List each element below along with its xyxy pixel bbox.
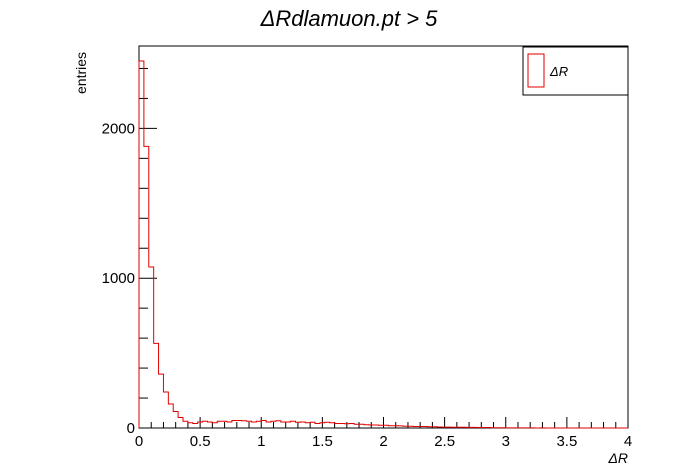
x-tick-label: 0 [135,433,143,450]
legend: ΔR [522,46,629,96]
y-tick-label: 0 [127,420,135,437]
x-tick-label: 4 [624,433,632,450]
y-axis-tick-labels: 0 1000 2000 [102,120,135,437]
plot-frame [138,45,629,429]
legend-swatch [527,53,545,88]
x-tick-label: 0.5 [190,433,211,450]
legend-label-delta-r: ΔR [549,64,568,79]
x-tick-label: 2 [379,433,387,450]
x-axis-tick-labels: 0 0.5 1 1.5 2 2.5 3 3.5 4 [135,433,632,450]
x-tick-label: 1.5 [312,433,333,450]
x-tick-label: 3.5 [556,433,577,450]
x-tick-label: 3 [502,433,510,450]
y-tick-label: 2000 [102,120,135,137]
chart-title: ΔRdlamuon.pt > 5 [260,6,439,31]
y-tick-label: 1000 [102,270,135,287]
x-axis-title: ΔR [607,450,628,466]
y-axis-ticks [139,67,157,429]
y-axis-title: entries [73,52,89,94]
x-tick-label: 1 [257,433,265,450]
x-tick-label: 2.5 [434,433,455,450]
histogram-series-delta-r [138,60,628,429]
